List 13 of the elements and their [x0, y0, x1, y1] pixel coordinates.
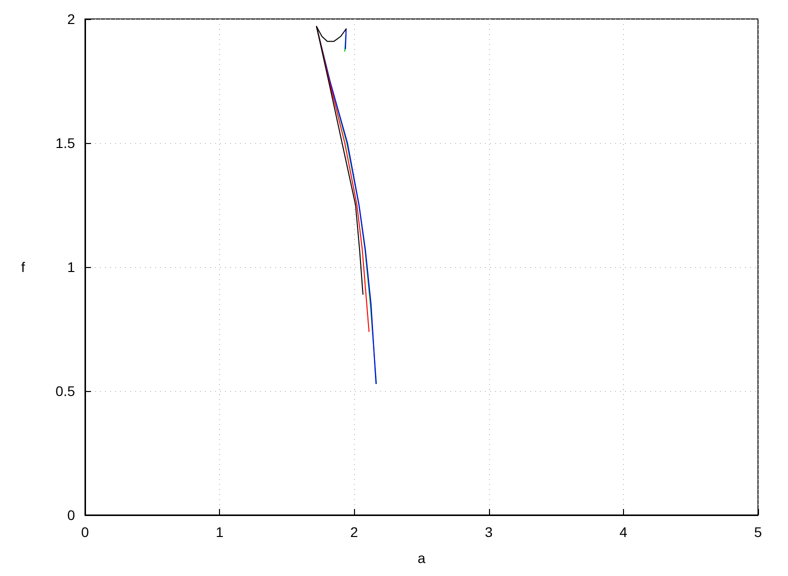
- y-axis-title: f: [21, 259, 26, 275]
- x-axis-title: a: [418, 550, 426, 566]
- y-tick-label: 0.5: [56, 383, 76, 399]
- x-tick-label: 5: [754, 524, 762, 540]
- y-tick-label: 1.5: [56, 135, 76, 151]
- y-tick-label: 1: [67, 259, 76, 275]
- x-tick-label: 0: [81, 524, 90, 540]
- y-tick-label: 0: [67, 507, 76, 523]
- x-tick-label: 1: [216, 524, 224, 540]
- x-tick-label: 4: [620, 524, 628, 540]
- y-tick-label: 2: [67, 11, 76, 27]
- x-tick-label: 2: [350, 524, 358, 540]
- x-tick-label: 3: [484, 524, 493, 540]
